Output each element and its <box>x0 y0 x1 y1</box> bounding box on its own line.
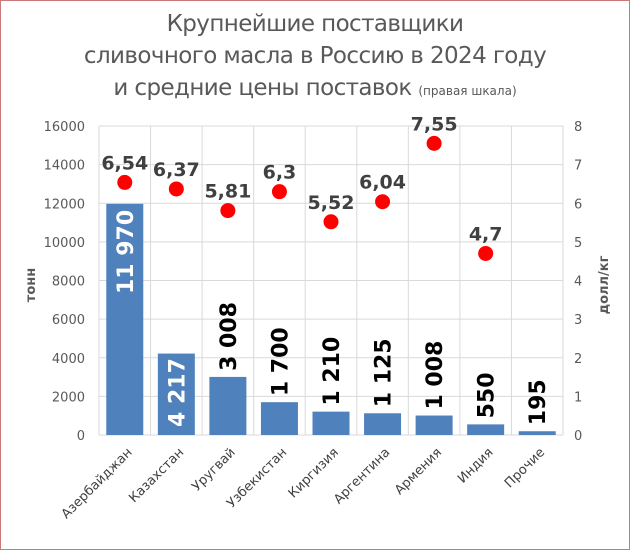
y-axis-left-title: тонн <box>24 268 39 302</box>
bar-value-label: 4 217 <box>165 358 190 427</box>
y-axis-left-tick: 6000 <box>52 313 85 328</box>
bar-value-label: 11 970 <box>114 210 139 294</box>
price-value-label: 5,52 <box>308 192 355 214</box>
price-dot <box>426 135 442 151</box>
price-dot <box>168 181 184 197</box>
y-axis-right-tick: 0 <box>574 429 582 444</box>
bar-value-label: 1 210 <box>320 337 345 406</box>
category-label: Азербайджан <box>59 445 136 522</box>
y-axis-right-tick: 3 <box>574 313 582 328</box>
category-label: Киргизия <box>286 445 342 501</box>
y-axis-left-tick: 12000 <box>44 197 85 212</box>
bar <box>312 411 350 435</box>
price-dot <box>375 194 391 210</box>
y-axis-right-tick: 1 <box>574 390 582 405</box>
y-axis-left-tick: 2000 <box>52 390 85 405</box>
bar-value-label: 1 700 <box>268 327 293 396</box>
title-note: (правая шкала) <box>418 84 517 98</box>
price-value-label: 6,3 <box>263 162 297 184</box>
price-value-label: 6,04 <box>359 172 406 194</box>
bar <box>209 376 247 435</box>
y-axis-left-tick: 4000 <box>52 352 85 367</box>
y-axis-right-tick: 2 <box>574 352 582 367</box>
bar-value-label: 1 008 <box>423 341 448 410</box>
y-axis-left-tick: 14000 <box>44 159 85 174</box>
price-value-label: 6,54 <box>101 152 148 174</box>
price-dot <box>478 245 494 261</box>
category-label: Армения <box>392 445 445 498</box>
y-axis-left-tick: 0 <box>77 429 85 444</box>
title-line-1: Крупнейшие поставщики <box>166 11 464 37</box>
bar <box>260 402 298 435</box>
category-label: Казахстан <box>126 445 187 506</box>
category-label: Индия <box>455 445 496 486</box>
price-dot <box>117 174 133 190</box>
price-dot <box>323 214 339 230</box>
price-value-label: 5,81 <box>204 181 251 203</box>
y-axis-right-tick: 5 <box>574 236 582 251</box>
bar-value-label: 195 <box>526 379 551 425</box>
title-line-3-text: и средние цены поставок <box>113 75 412 101</box>
y-axis-right-tick: 7 <box>574 159 582 174</box>
y-axis-right-title: долл/кг <box>597 255 612 314</box>
bar-value-label: 550 <box>475 372 500 418</box>
category-label: Уругвай <box>189 445 238 494</box>
y-axis-left-tick: 10000 <box>44 236 85 251</box>
price-dot <box>271 184 287 200</box>
title-line-3: и средние цены поставок (правая шкала) <box>0 72 630 107</box>
y-axis-left-tick: 8000 <box>52 275 85 290</box>
bar <box>415 415 453 435</box>
bar <box>518 431 556 435</box>
price-value-label: 7,55 <box>411 113 458 135</box>
bar <box>467 424 505 435</box>
category-label: Прочие <box>502 445 548 491</box>
y-axis-right-tick: 8 <box>574 120 582 135</box>
y-axis-left-tick: 16000 <box>44 120 85 135</box>
chart-title: Крупнейшие поставщики сливочного масла в… <box>0 8 630 107</box>
y-axis-right-tick: 4 <box>574 275 582 290</box>
price-value-label: 6,37 <box>153 159 200 181</box>
y-axis-right-tick: 6 <box>574 197 582 212</box>
bar-value-label: 1 125 <box>372 338 397 407</box>
bar <box>364 413 402 435</box>
bar <box>106 203 144 435</box>
price-value-label: 4,7 <box>469 223 503 245</box>
bar-value-label: 3 008 <box>217 302 242 371</box>
bar <box>157 353 195 435</box>
price-dot <box>220 203 236 219</box>
title-line-2: сливочного масла в Россию в 2024 году <box>83 43 547 69</box>
